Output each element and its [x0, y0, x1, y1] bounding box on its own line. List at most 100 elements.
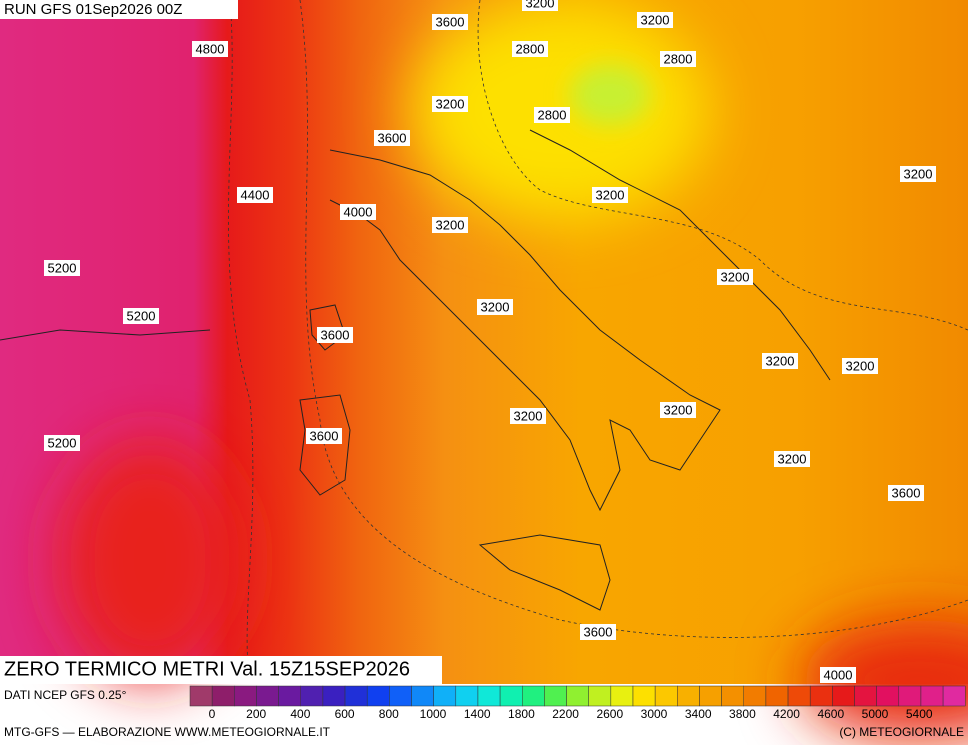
contour-label: 3200	[514, 408, 543, 423]
field-red	[60, 440, 240, 680]
contour-label-box	[477, 299, 513, 315]
coastlines	[0, 129, 831, 611]
contour-label: 3200	[766, 353, 795, 368]
header: RUN GFS 01Sep2026 00Z	[4, 1, 182, 18]
legend-swatch	[610, 685, 634, 707]
legend-swatch	[832, 685, 855, 707]
legend-swatch	[322, 685, 346, 707]
legend-label: 400	[290, 707, 310, 721]
contour-label-box	[306, 428, 342, 444]
contour-label: 3200	[436, 217, 465, 232]
legend-swatch	[876, 685, 900, 707]
legend-swatch	[854, 685, 877, 707]
footer-left: MTG-GFS — ELABORAZIONE WWW.METEOGIORNALE…	[4, 725, 331, 739]
contour-label-box	[192, 41, 228, 57]
legend-swatch	[677, 685, 700, 707]
legend-label: 3400	[685, 707, 712, 721]
contour-label-box	[44, 435, 80, 451]
contour-label-box	[534, 107, 570, 123]
contour-label-box	[774, 451, 810, 467]
legend-label: 800	[379, 707, 399, 721]
legend-swatch	[477, 685, 501, 707]
field-red	[800, 620, 968, 740]
legend-swatch	[300, 685, 324, 707]
legend-label: 1400	[464, 707, 491, 721]
contour-label-box	[660, 51, 696, 67]
contour-label: 3600	[584, 624, 613, 639]
contour-label-box	[374, 130, 410, 146]
contour-label: 4000	[344, 204, 373, 219]
contour-label: 3600	[378, 130, 407, 145]
legend-swatch	[433, 685, 457, 707]
legend-swatch	[499, 685, 523, 707]
legend: 0 200 400 600 800 1000 1400 1800 2200 2600 3000 340…	[189, 685, 966, 721]
legend-label: 3800	[729, 707, 756, 721]
legend-label: 4200	[773, 707, 800, 721]
contour-label: 3200	[721, 269, 750, 284]
legend-swatch	[898, 685, 922, 707]
legend-label: 1800	[508, 707, 535, 721]
legend-swatch	[566, 685, 589, 707]
legend-swatch	[455, 685, 479, 707]
contour-label-box	[44, 260, 80, 276]
contour-label-box	[580, 624, 616, 640]
legend-label: 5400	[906, 707, 933, 721]
legend-label: 2600	[596, 707, 623, 721]
contour-label: 4000	[824, 667, 853, 682]
contour-label: 3200	[641, 12, 670, 27]
contour-label-box	[762, 353, 798, 369]
contour-label-box	[522, 0, 558, 11]
legend-swatch	[189, 685, 213, 707]
contour-label-box	[510, 408, 546, 424]
contour-label: 4800	[196, 41, 225, 56]
contour-label-box	[340, 204, 376, 220]
contour-label: 3200	[526, 0, 555, 10]
contour-label: 5200	[48, 435, 77, 450]
legend-label: 4600	[817, 707, 844, 721]
contour-label: 2800	[664, 51, 693, 66]
contour-label-box	[432, 14, 468, 30]
legend-swatch	[522, 685, 545, 707]
contour-label: 3600	[436, 14, 465, 29]
contour-label: 3200	[664, 402, 693, 417]
contour-labels: 3600 3200 3200 4800 2800 2800 3200 2800 3600 3200…	[44, 0, 936, 683]
contour-label: 2800	[538, 107, 567, 122]
contour-label: 3200	[904, 166, 933, 181]
contour-label-box	[900, 166, 936, 182]
legend-swatch	[809, 685, 833, 707]
source: DATI NCEP GFS 0.25°	[4, 688, 127, 702]
contour-label-box	[592, 187, 628, 203]
contour-label: 5200	[48, 260, 77, 275]
legend-swatch	[411, 685, 434, 707]
legend-swatch	[654, 685, 678, 707]
legend-label: 600	[335, 707, 355, 721]
contour-label: 3200	[596, 187, 625, 202]
contour-label: 4400	[241, 187, 270, 202]
legend-swatch	[588, 685, 612, 707]
legend-swatch	[699, 685, 722, 707]
legend-label: 200	[246, 707, 266, 721]
contour-label-box	[432, 217, 468, 233]
contour-label-box	[637, 12, 673, 28]
legend-swatch	[765, 685, 789, 707]
contour-label-box	[888, 485, 924, 501]
contour-label: 3200	[778, 451, 807, 466]
contour-label: 3600	[321, 327, 350, 342]
contour-label: 3200	[846, 358, 875, 373]
legend-swatch	[721, 685, 744, 707]
header-box	[0, 0, 238, 19]
contour-label-box	[820, 667, 856, 683]
contour-label-box	[512, 41, 548, 57]
contour-label-box	[432, 96, 468, 112]
legend-swatch	[211, 685, 235, 707]
legend-swatch	[278, 685, 302, 707]
contour-label-box	[660, 402, 696, 418]
contour-label-box	[842, 358, 878, 374]
contour-label-box	[237, 187, 273, 203]
legend-label: 0	[209, 707, 216, 721]
title-box	[0, 656, 442, 684]
legend-swatch	[234, 685, 257, 707]
legend-label: 5000	[862, 707, 889, 721]
